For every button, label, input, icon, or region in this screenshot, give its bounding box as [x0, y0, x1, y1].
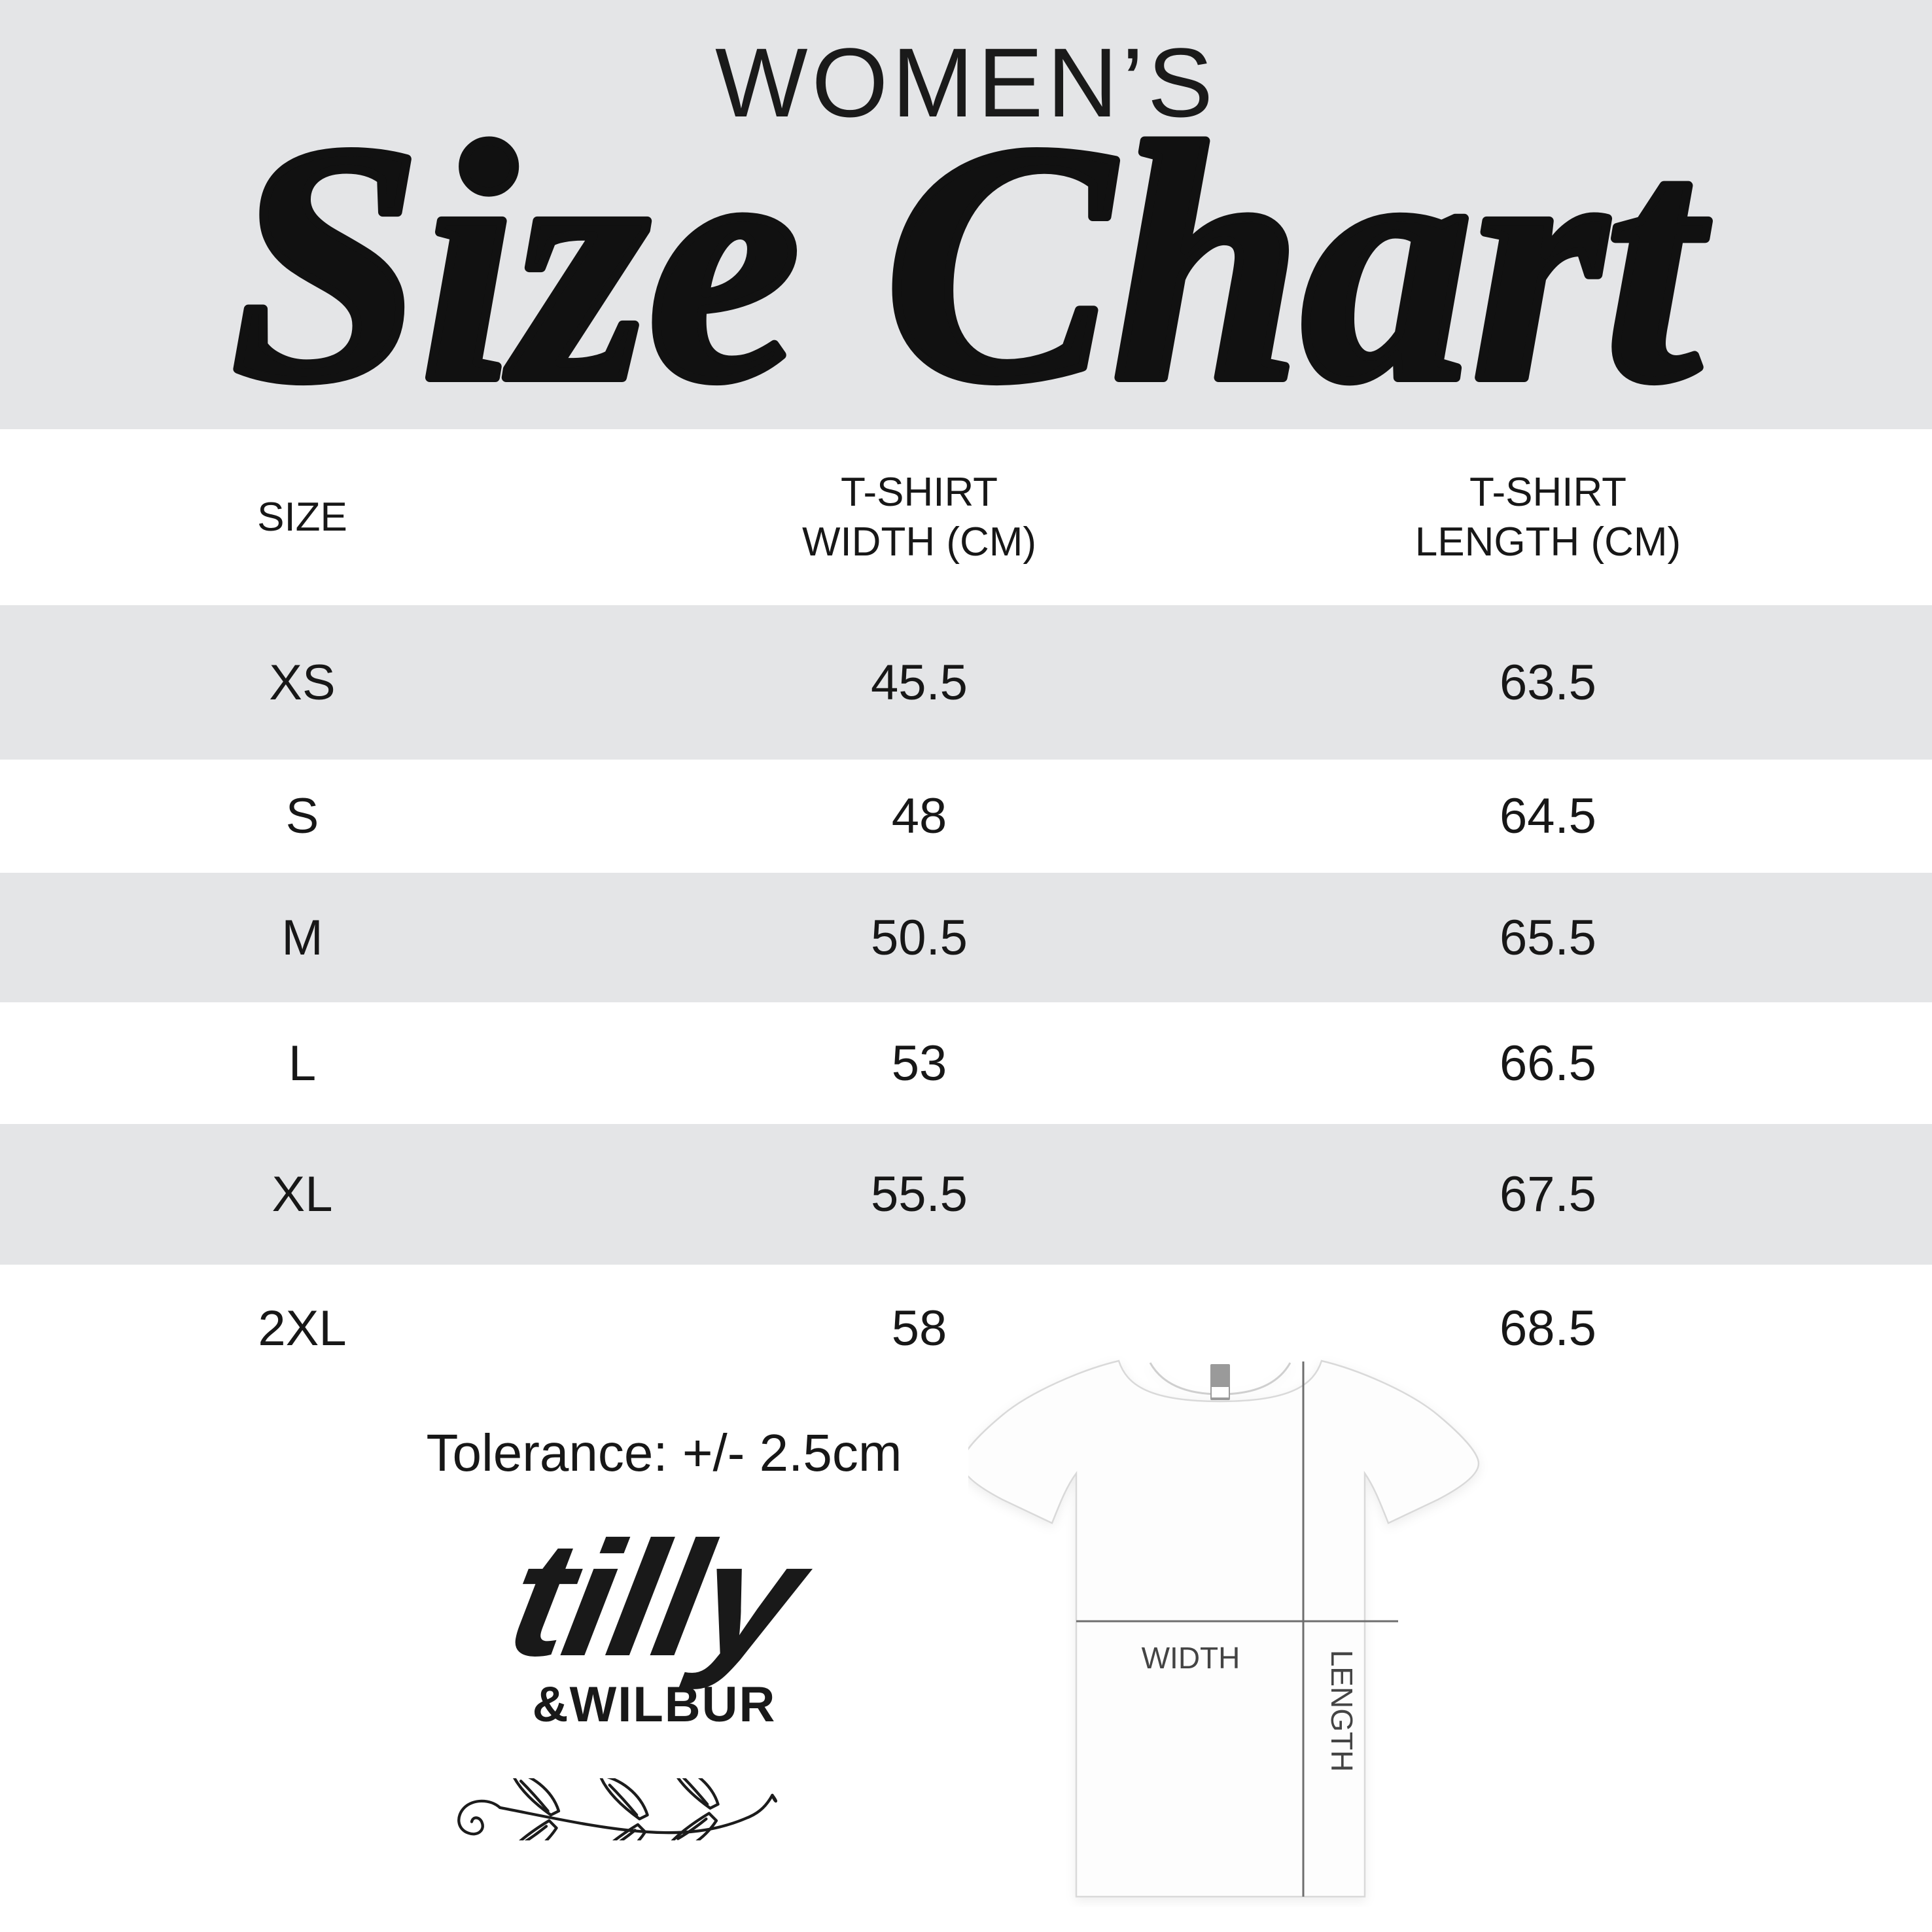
svg-text:Size Chart: Size Chart — [232, 85, 1712, 451]
svg-text:WIDTH: WIDTH — [1142, 1641, 1240, 1675]
svg-text:LENGTH: LENGTH — [1325, 1650, 1359, 1772]
